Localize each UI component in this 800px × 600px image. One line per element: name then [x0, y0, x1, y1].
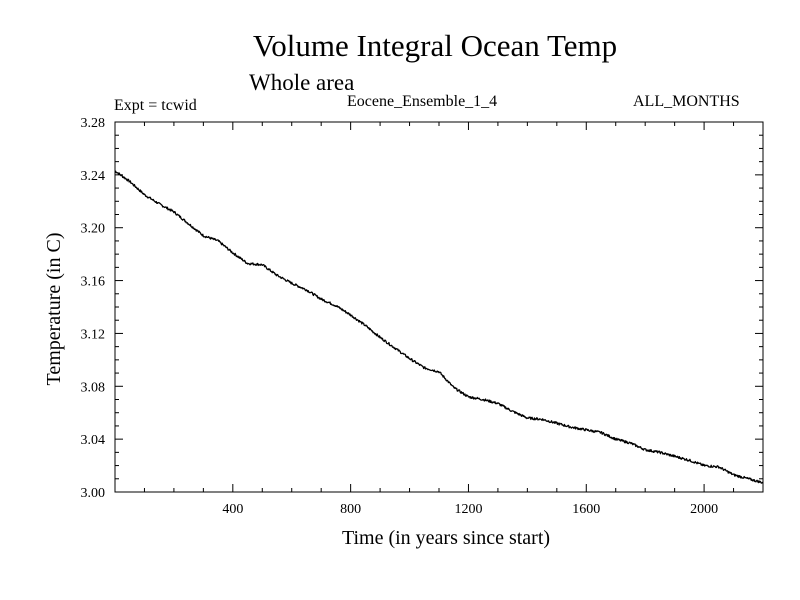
y-tick-label: 3.04 [81, 433, 106, 448]
series-line [114, 170, 764, 484]
x-tick-label: 400 [222, 502, 243, 517]
y-tick-label: 3.20 [81, 222, 106, 237]
experiment-label: Expt = tcwid [114, 97, 197, 114]
y-tick-label: 3.00 [81, 486, 106, 501]
y-tick-label: 3.28 [81, 116, 106, 131]
y-tick-label: 3.24 [81, 169, 106, 184]
plot-frame [114, 121, 764, 493]
ensemble-label: Eocene_Ensemble_1_4 [347, 93, 498, 110]
months-label: ALL_MONTHS [633, 93, 740, 110]
y-axis-label: Temperature (in C) [43, 233, 65, 386]
chart-subtitle: Whole area [249, 70, 355, 95]
x-tick-label: 2000 [690, 502, 718, 517]
y-tick-label: 3.08 [81, 380, 106, 395]
chart-title: Volume Integral Ocean Temp [252, 28, 618, 63]
x-axis-label: Time (in years since start) [342, 527, 550, 549]
x-tick-label: 1200 [454, 502, 482, 517]
y-tick-label: 3.16 [81, 275, 106, 290]
y-tick-label: 3.12 [81, 327, 106, 342]
x-tick-label: 800 [340, 502, 361, 517]
x-tick-label: 1600 [572, 502, 600, 517]
